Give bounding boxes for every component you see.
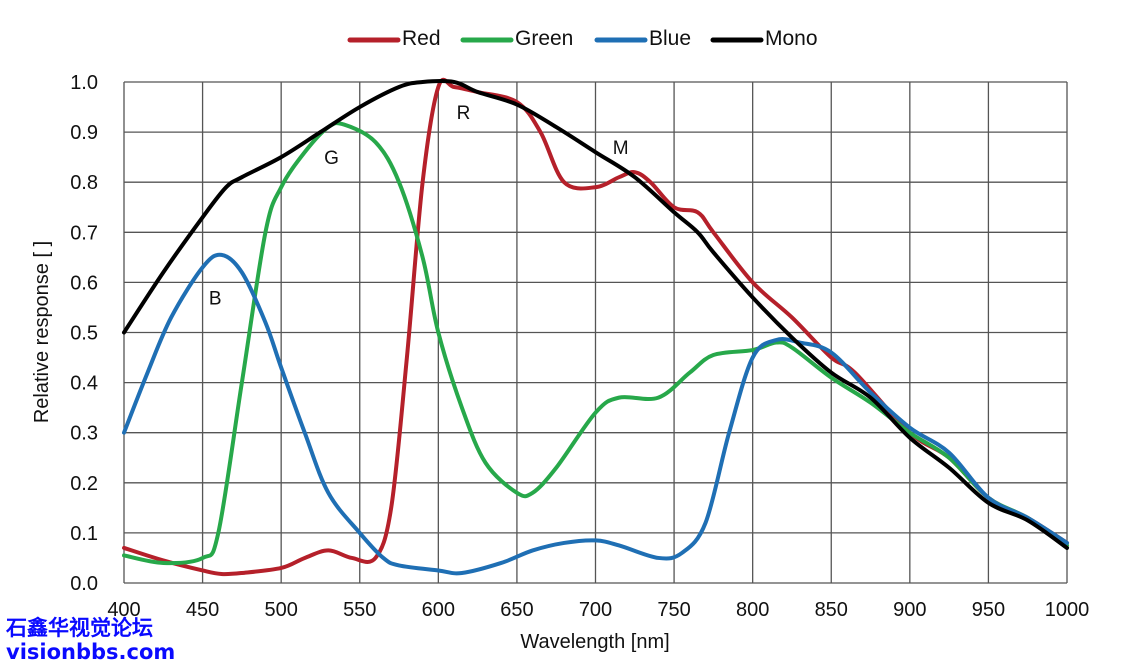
y-tick-label: 0.4 (70, 373, 98, 395)
x-tick-label: 850 (815, 599, 848, 621)
legend-label-red: Red (402, 27, 441, 50)
grid (123, 81, 1068, 584)
y-tick-label: 0.0 (70, 573, 98, 595)
annotation-label: G (324, 148, 339, 169)
annotations: R G B M (209, 103, 629, 309)
x-tick-label: 400 (107, 599, 140, 621)
y-tick-label: 0.8 (70, 172, 98, 194)
series-line-red (122, 77, 1069, 577)
y-tick-label: 0.7 (70, 222, 98, 244)
x-tick-label: 700 (579, 599, 612, 621)
y-tick-label: 0.2 (70, 473, 98, 495)
legend-label-mono: Mono (765, 27, 818, 50)
x-tick-label: 600 (422, 599, 455, 621)
x-tick-label: 950 (972, 599, 1005, 621)
watermark-chinese: 石鑫华视觉论坛 (6, 616, 153, 640)
legend-label-blue: Blue (649, 27, 691, 50)
annotation-label: B (209, 288, 222, 309)
y-axis-label: Relative response [ ] (31, 241, 53, 423)
y-tick-label: 0.1 (70, 523, 98, 545)
annotation-label: R (457, 103, 471, 124)
tick-labels: 400 450 500 550 600 650 700 750 800 850 900 950 1000… (70, 72, 1089, 621)
y-tick-label: 0.5 (70, 323, 98, 345)
x-tick-label: 800 (736, 599, 769, 621)
x-tick-label: 500 (264, 599, 297, 621)
x-tick-label: 550 (343, 599, 376, 621)
y-tick-label: 1.0 (70, 72, 98, 94)
y-tick-label: 0.9 (70, 122, 98, 144)
y-tick-label: 0.3 (70, 423, 98, 445)
x-tick-label: 450 (186, 599, 219, 621)
x-tick-label: 900 (893, 599, 926, 621)
x-tick-label: 650 (500, 599, 533, 621)
series-line-mono (122, 79, 1069, 550)
x-tick-label: 750 (657, 599, 690, 621)
series-line-green (122, 121, 1069, 566)
y-tick-label: 0.6 (70, 272, 98, 294)
legend-label-green: Green (515, 27, 573, 50)
x-axis-label: Wavelength [nm] (520, 631, 669, 653)
x-tick-label: 1000 (1045, 599, 1090, 621)
annotation-label: M (613, 138, 629, 159)
watermark-url: visionbbs.com (6, 640, 176, 664)
legend: Red Green Blue Mono (347, 27, 818, 50)
series-lines (122, 77, 1069, 577)
series-line-blue (122, 252, 1069, 576)
